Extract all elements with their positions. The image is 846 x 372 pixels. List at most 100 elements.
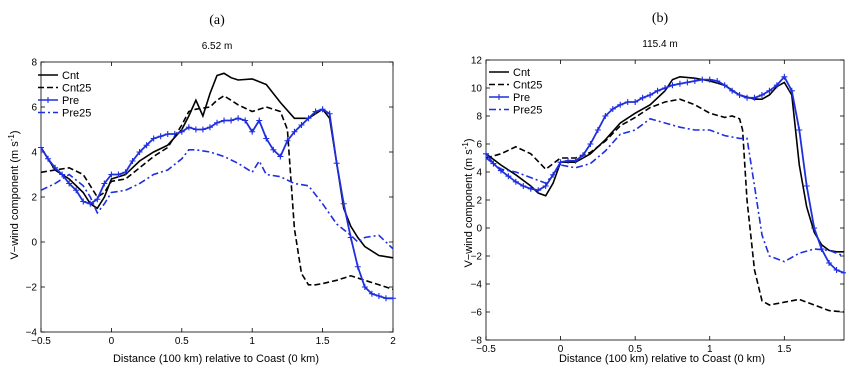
series-pre-point bbox=[676, 80, 683, 87]
series-pre-point bbox=[171, 131, 178, 137]
series-pre-point bbox=[527, 185, 534, 192]
series-pre-point bbox=[483, 150, 489, 157]
series-pre-point bbox=[256, 117, 263, 124]
y-axis-label-text: V−wind component (m s bbox=[9, 141, 21, 260]
y-tick-label: −2 bbox=[471, 252, 483, 263]
series-cnt25-line bbox=[486, 98, 844, 313]
legend-label-pre: Pre bbox=[513, 92, 530, 104]
series-pre-point bbox=[115, 171, 122, 178]
y-tick-label: 4 bbox=[31, 148, 37, 159]
legend-label-pre: Pre bbox=[62, 95, 79, 107]
series-pre-point bbox=[214, 119, 220, 126]
y-tick-label: −6 bbox=[471, 308, 483, 319]
series-pre-point bbox=[38, 144, 44, 151]
series-pre-point bbox=[108, 171, 115, 178]
x-tick-label: 1 bbox=[249, 336, 255, 347]
series-pre-point bbox=[206, 124, 213, 131]
series-pre-point bbox=[249, 128, 256, 135]
series-pre-point bbox=[624, 99, 631, 105]
y-tick-label: −8 bbox=[471, 336, 483, 347]
y-tick-label: 2 bbox=[31, 193, 37, 204]
x-tick-label: 1.5 bbox=[316, 336, 330, 347]
series-pre-point bbox=[833, 267, 840, 273]
series-pre-point bbox=[714, 78, 721, 84]
series-pre-point bbox=[228, 117, 235, 124]
series-pre-point bbox=[66, 180, 73, 187]
series-pre-point bbox=[647, 92, 654, 98]
series-pre-point bbox=[505, 173, 512, 180]
chart-title: 115.4 m bbox=[642, 39, 677, 50]
panel-b: (b) 115.4 m −0.5 0 0.5 1 1.5 −8 −6 −4 −2 0 2 4 6 8 10 1… bbox=[461, 11, 846, 365]
series-pre-point bbox=[826, 260, 833, 266]
y-tick-label: 8 bbox=[476, 112, 482, 123]
y-tick-label: 10 bbox=[471, 84, 483, 95]
legend-label-cnt25: Cnt25 bbox=[513, 80, 542, 92]
series-pre-point bbox=[579, 152, 586, 159]
series-pre-point bbox=[751, 94, 758, 101]
series-pre-point bbox=[721, 82, 728, 89]
series-pre-point bbox=[587, 141, 594, 147]
series-pre-point bbox=[520, 183, 527, 189]
series-pre-point bbox=[557, 159, 564, 166]
series-pre-point bbox=[706, 76, 713, 83]
legend-label-cnt: Cnt bbox=[513, 67, 530, 79]
panel-a: (a) 6.52 m −0.5 0 0.5 1 1.5 2 −4 −2 0 2 4 6 8 CntCnt2… bbox=[7, 13, 396, 365]
series-pre-point bbox=[361, 284, 368, 290]
series-pre-point bbox=[291, 128, 298, 135]
series-pre-point bbox=[639, 94, 646, 101]
series-pre-point bbox=[242, 117, 249, 124]
x-tick-label: 0.5 bbox=[175, 336, 189, 347]
series-pre-point bbox=[157, 133, 164, 140]
series-pre-point bbox=[354, 263, 361, 270]
y-axis-label-text: V−wind component (m s bbox=[463, 149, 475, 268]
series-pre-point bbox=[375, 293, 382, 299]
series-pre-point bbox=[803, 183, 810, 189]
series-pre-point bbox=[340, 200, 347, 207]
series-pre-point bbox=[368, 290, 375, 297]
series-pre25-line bbox=[41, 149, 393, 250]
series-pre-point bbox=[235, 115, 242, 122]
series-pre25-line bbox=[486, 117, 844, 263]
series-pre-point bbox=[94, 196, 101, 203]
chart-title: 6.52 m bbox=[202, 41, 233, 52]
panel-label: (b) bbox=[652, 11, 669, 26]
series-pre-point bbox=[319, 106, 326, 113]
series-pre-point bbox=[136, 149, 143, 155]
series-pre-point bbox=[572, 157, 579, 164]
series-pre-point bbox=[565, 157, 572, 164]
series-pre-point bbox=[684, 79, 691, 86]
y-tick-label: 8 bbox=[31, 58, 37, 69]
series-pre-point bbox=[178, 128, 185, 135]
series-pre-point bbox=[736, 92, 743, 98]
y-axis-label: V−wind component (m s-1) bbox=[7, 130, 21, 259]
series-pre-point bbox=[122, 169, 129, 176]
series-pre-point bbox=[284, 137, 291, 144]
y-axis-label: V−wind component (m s-1) bbox=[461, 138, 475, 267]
series-pre-point bbox=[52, 164, 59, 171]
x-tick-label: 0 bbox=[109, 336, 115, 347]
legend-label-pre25: Pre25 bbox=[62, 108, 91, 120]
series-pre-point bbox=[535, 187, 542, 194]
y-axis-label-unit-exponent: -1 bbox=[461, 142, 470, 150]
y-axis-label-unit-exponent: -1 bbox=[7, 134, 16, 142]
y-tick-label: 12 bbox=[471, 56, 483, 67]
series-pre-point bbox=[654, 87, 661, 94]
y-tick-label: 0 bbox=[31, 238, 37, 249]
series-pre-point bbox=[143, 142, 150, 149]
series-pre-point bbox=[390, 295, 396, 302]
x-tick-label: 2 bbox=[390, 336, 396, 347]
series-cnt-line bbox=[486, 75, 844, 253]
series-pre-point bbox=[512, 178, 519, 185]
series-pre-point bbox=[263, 135, 270, 142]
legend-label-cnt25: Cnt25 bbox=[62, 83, 91, 95]
series-pre-point bbox=[305, 115, 312, 122]
series-pre-point bbox=[617, 101, 624, 108]
x-tick-label: −0.5 bbox=[31, 336, 51, 347]
series-pre-point bbox=[101, 180, 108, 187]
series-pre-point bbox=[382, 295, 389, 302]
series-pre-point bbox=[788, 87, 795, 94]
plot-area: −0.5 0 0.5 1 1.5−8−6−4−2024681012CntCnt25Pre… bbox=[471, 56, 846, 355]
panel-label: (a) bbox=[209, 13, 225, 28]
series-pre-point bbox=[632, 99, 639, 105]
y-tick-label: 6 bbox=[31, 103, 37, 114]
